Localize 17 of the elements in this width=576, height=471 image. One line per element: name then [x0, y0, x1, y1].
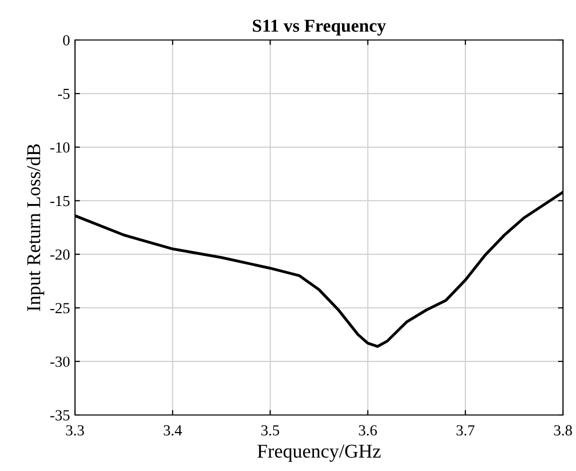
x-tick-label: 3.3	[66, 425, 84, 436]
x-tick-label: 3.5	[261, 425, 280, 436]
y-axis-title: Input Return Loss/dB	[26, 144, 44, 312]
y-tick-label: -15	[50, 196, 70, 206]
x-tick-label: 3.4	[164, 425, 182, 436]
y-tick-label: -5	[58, 88, 70, 100]
y-tick-label: 0	[63, 35, 70, 46]
x-tick-label: 3.7	[456, 425, 475, 436]
y-tick-label: -25	[50, 303, 70, 314]
y-tick-label: -20	[50, 249, 70, 260]
y-tick-label: -35	[50, 410, 70, 420]
y-tick-label: -10	[50, 142, 70, 153]
chart-title: S11 vs Frequency	[252, 20, 386, 36]
x-axis-title: Frequency/GHz	[257, 444, 381, 462]
x-tick-label: 3.6	[358, 425, 377, 436]
x-tick-label: 3.8	[554, 425, 572, 436]
y-tick-label: -30	[50, 356, 70, 367]
